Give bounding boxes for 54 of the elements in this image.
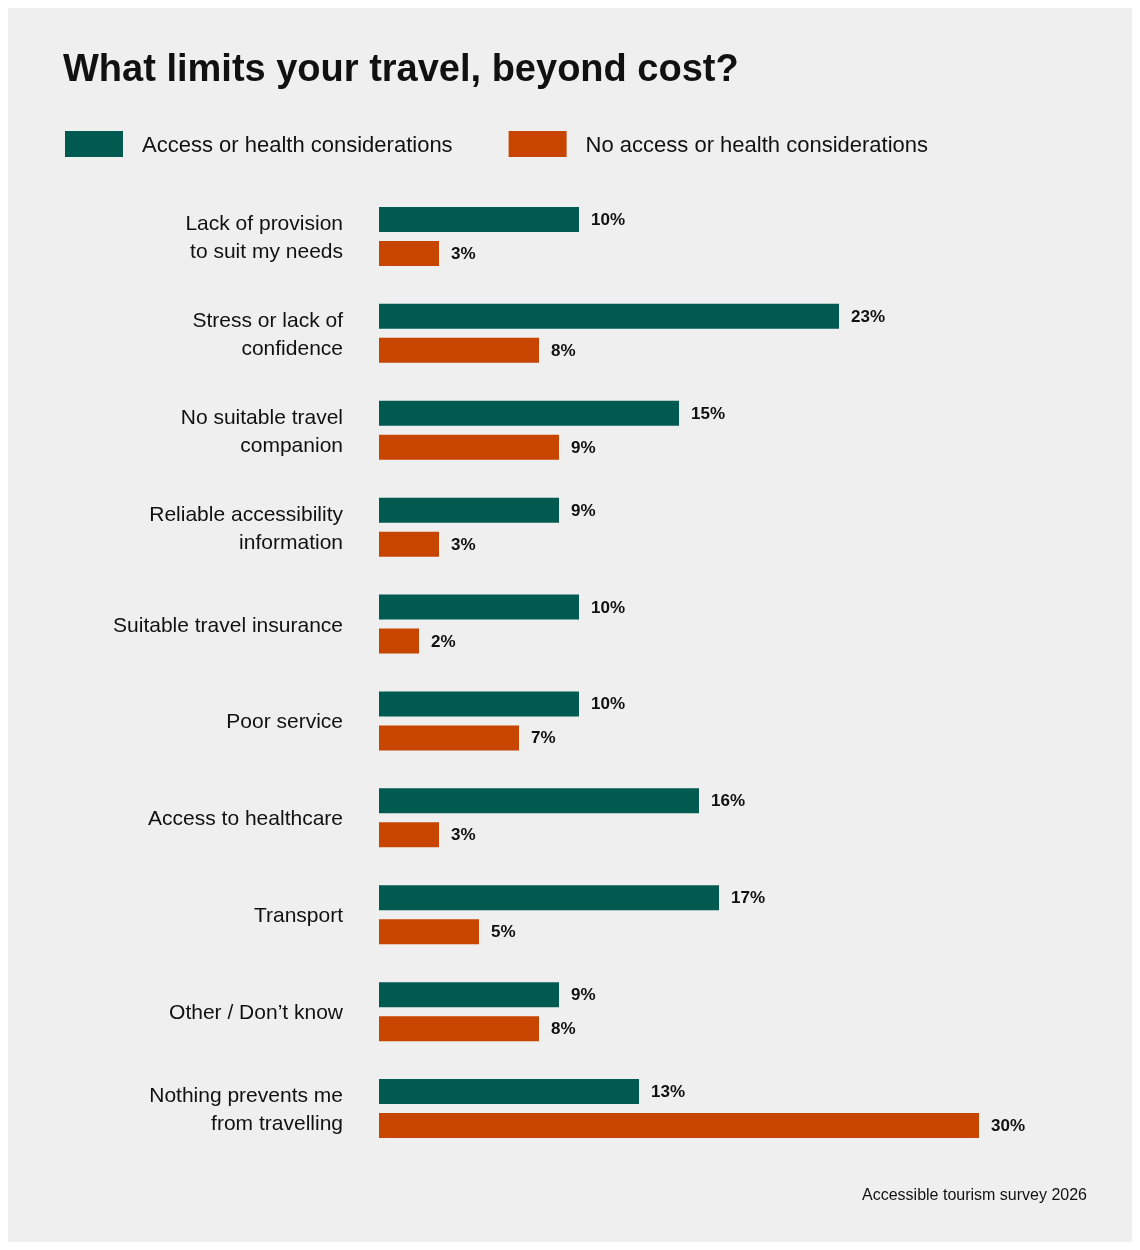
data-label: 7% <box>531 728 556 748</box>
y-tick-label: Suitable travel insurance <box>113 612 343 636</box>
data-label: 9% <box>571 985 596 1005</box>
data-label: 30% <box>991 1116 1026 1136</box>
data-label: 13% <box>651 1082 686 1102</box>
legend-label: Access or health considerations <box>142 131 453 157</box>
data-label: 10% <box>591 597 626 617</box>
data-label: 3% <box>451 243 476 263</box>
y-tick-label: Other / Don’t know <box>169 1000 344 1024</box>
data-label: 9% <box>571 500 596 520</box>
y-tick-label: Reliable accessibility information <box>149 501 344 553</box>
text: Accessible tourism survey 2026 <box>862 1185 1088 1203</box>
y-tick-label: Stress or lack of confidence <box>192 307 344 359</box>
bar <box>379 982 559 1008</box>
data-label: 3% <box>451 534 476 554</box>
data-label: 3% <box>451 825 476 845</box>
data-label: 23% <box>851 306 886 326</box>
data-label: 10% <box>591 694 626 714</box>
bar <box>379 303 839 329</box>
bar <box>379 1079 639 1105</box>
data-label: 10% <box>591 209 626 229</box>
bar <box>379 240 439 266</box>
data-label: 5% <box>491 922 516 942</box>
chart-title: What limits your travel, beyond cost? <box>63 47 739 89</box>
legend-label: No access or health considerations <box>585 131 929 157</box>
bar <box>379 919 479 945</box>
data-label: 9% <box>571 437 596 457</box>
y-tick-label: Lack of provision to suit my needs <box>185 210 343 262</box>
y-tick-label: No suitable travel companion <box>180 404 343 456</box>
bar <box>379 497 559 523</box>
data-label: 15% <box>691 403 726 423</box>
data-label: 2% <box>431 631 456 651</box>
bar <box>379 531 439 557</box>
y-tick-label: Access to healthcare <box>148 806 343 830</box>
data-label: 16% <box>711 791 746 811</box>
y-tick-label: Poor service <box>226 709 343 733</box>
bar <box>379 1016 539 1042</box>
bar <box>379 400 679 426</box>
bar <box>379 337 539 363</box>
bar <box>379 1113 979 1139</box>
bar <box>379 691 579 717</box>
bar <box>379 788 699 814</box>
y-tick-label: Transport <box>253 903 344 927</box>
bar <box>379 885 719 911</box>
bar <box>379 628 419 654</box>
bar <box>379 822 439 848</box>
y-tick-label: Nothing prevents me from travelling <box>149 1083 343 1135</box>
data-label: 8% <box>551 340 576 360</box>
bar <box>379 594 579 620</box>
bar <box>379 725 519 751</box>
bar <box>379 206 579 232</box>
data-label: 8% <box>551 1019 576 1039</box>
bar <box>379 434 559 460</box>
data-label: 17% <box>731 888 766 908</box>
